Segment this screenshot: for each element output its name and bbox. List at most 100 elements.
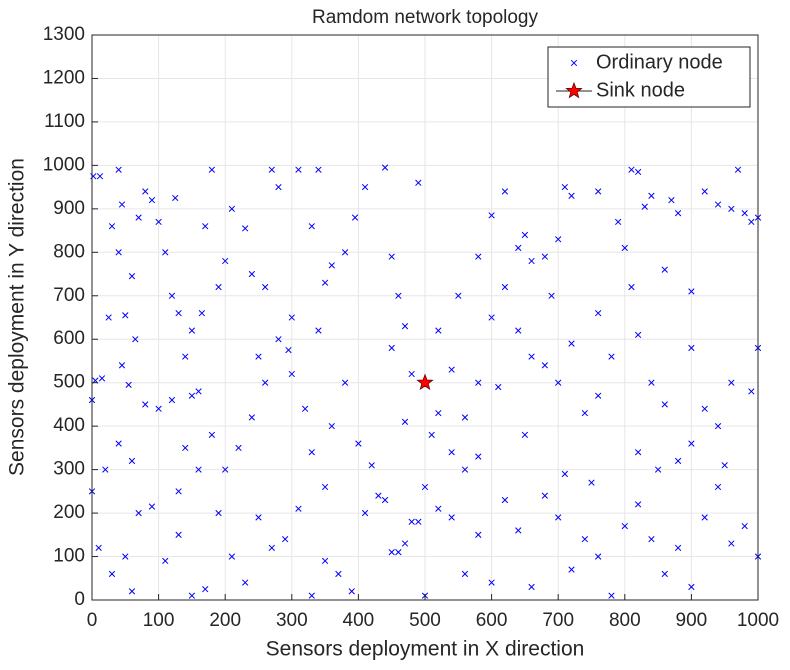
x-marker — [262, 283, 269, 291]
legend-box — [547, 46, 751, 108]
x-marker — [714, 201, 722, 208]
x-marker — [148, 197, 156, 204]
y-tick-label: 1100 — [44, 111, 85, 132]
legend-label: Sink node — [596, 79, 685, 101]
x-marker — [222, 466, 229, 473]
x-marker — [128, 457, 136, 465]
x-marker — [321, 483, 329, 491]
x-marker — [188, 327, 196, 334]
x-marker — [634, 501, 642, 508]
x-marker — [721, 462, 728, 469]
x-marker — [281, 536, 289, 543]
x-marker — [521, 431, 529, 438]
x-marker — [654, 466, 662, 473]
x-marker — [661, 266, 668, 273]
x-marker — [128, 273, 136, 280]
x-marker — [288, 314, 295, 321]
x-marker — [301, 405, 309, 412]
x-marker — [701, 188, 708, 195]
x-marker — [188, 592, 196, 599]
y-tick-label: 1000 — [43, 154, 85, 175]
y-tick-label: 600 — [53, 328, 85, 349]
x-tick-label: 700 — [542, 610, 574, 631]
x-marker — [388, 549, 395, 556]
x-marker — [714, 423, 722, 430]
x-marker — [488, 314, 495, 321]
x-marker — [122, 312, 129, 319]
x-marker — [501, 188, 509, 195]
y-tick-label: 400 — [53, 415, 85, 436]
x-marker — [168, 396, 176, 404]
x-marker — [415, 179, 422, 186]
x-marker — [728, 540, 735, 547]
x-marker — [408, 370, 415, 378]
x-marker — [634, 168, 642, 176]
x-marker — [674, 457, 682, 465]
x-marker — [388, 344, 395, 352]
x-marker — [621, 522, 628, 530]
x-marker — [648, 192, 655, 199]
x-marker — [98, 375, 106, 382]
x-marker — [308, 592, 315, 599]
x-marker — [495, 383, 502, 391]
x-marker — [90, 173, 97, 180]
x-marker — [595, 553, 602, 560]
x-marker — [235, 444, 242, 452]
x-marker — [308, 449, 315, 456]
x-marker — [215, 283, 222, 291]
x-marker — [102, 466, 109, 473]
x-marker — [118, 201, 126, 208]
x-marker — [408, 518, 415, 525]
ticks: 0 100 200 300 400 500 600 700 800 900 1000 0 100 200 3… — [43, 24, 779, 631]
x-marker — [488, 212, 495, 219]
x-marker — [608, 592, 615, 599]
x-marker — [475, 453, 482, 460]
x-tick-label: 900 — [676, 610, 708, 631]
x-marker — [748, 388, 755, 395]
x-marker — [674, 210, 682, 217]
x-marker — [448, 514, 455, 521]
x-marker — [461, 414, 469, 421]
x-marker — [628, 166, 635, 173]
x-marker — [548, 292, 555, 299]
x-marker — [242, 225, 249, 232]
x-marker — [568, 566, 575, 573]
y-tick-label: 500 — [53, 372, 85, 393]
x-marker — [448, 449, 455, 456]
x-marker — [115, 249, 122, 256]
x-marker — [321, 279, 329, 286]
x-marker — [248, 270, 255, 278]
x-marker — [581, 536, 588, 543]
x-marker — [515, 327, 522, 334]
x-marker — [268, 166, 275, 173]
x-marker — [162, 249, 169, 256]
x-axis-label: Sensors deployment in X direction — [266, 638, 585, 661]
x-marker — [355, 440, 362, 447]
x-marker — [435, 327, 442, 334]
y-tick-label: 800 — [53, 241, 85, 262]
x-tick-label: 400 — [343, 610, 375, 631]
x-marker — [142, 188, 149, 195]
x-marker — [275, 183, 282, 191]
x-marker — [361, 509, 369, 517]
x-marker — [728, 205, 735, 212]
x-marker — [95, 544, 102, 551]
x-marker — [661, 570, 668, 578]
x-marker — [148, 503, 156, 510]
x-marker — [162, 557, 169, 565]
x-marker — [195, 388, 202, 395]
y-tick-label: 1200 — [43, 67, 85, 88]
x-marker — [421, 483, 429, 491]
x-marker — [341, 379, 349, 386]
x-marker — [561, 470, 569, 478]
legend-label: Ordinary node — [596, 51, 723, 73]
x-marker — [115, 440, 122, 447]
x-marker — [295, 505, 302, 512]
x-marker — [328, 262, 335, 269]
x-marker — [555, 379, 562, 386]
y-tick-label: 900 — [53, 198, 85, 219]
x-marker — [674, 544, 682, 551]
x-marker — [395, 549, 402, 556]
x-marker — [128, 588, 136, 595]
